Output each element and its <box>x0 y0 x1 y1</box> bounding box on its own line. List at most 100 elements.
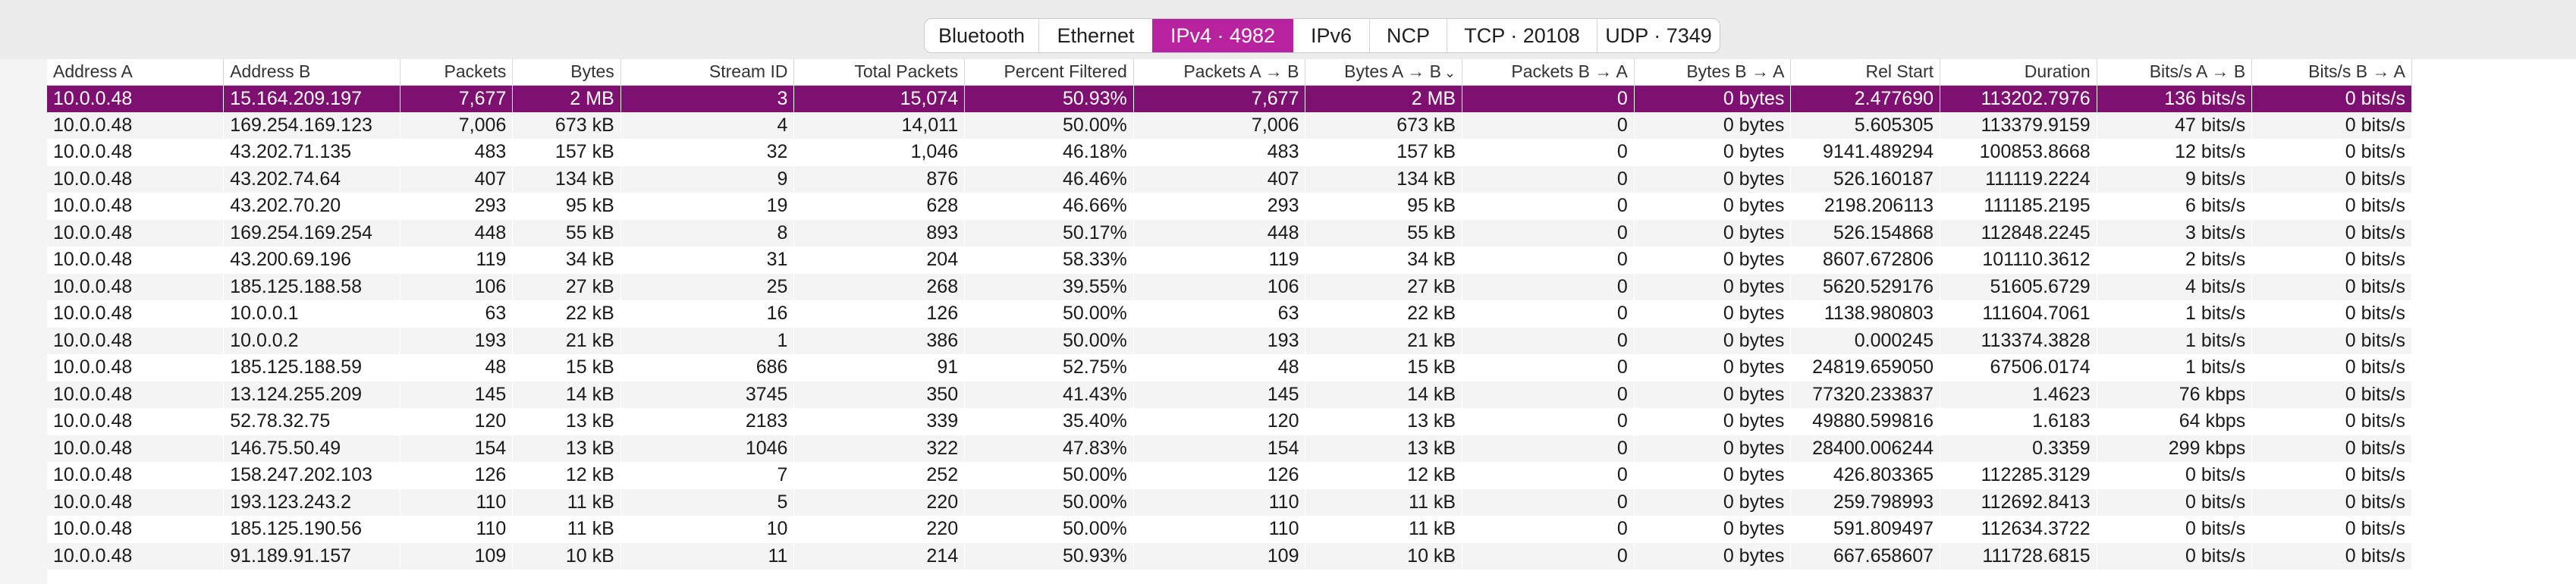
cell-bytes-a-b: 13 kB <box>1305 435 1462 462</box>
tab-bluetooth[interactable]: Bluetooth <box>938 24 1026 47</box>
cell-bytes-a-b: 21 kB <box>1305 327 1462 354</box>
table-row[interactable]: 10.0.0.48 43.202.70.20 293 95 kB 19 628 46.66%… <box>47 193 2412 220</box>
table-row[interactable]: 10.0.0.48 43.202.74.64 407 134 kB 9 876 46.46%… <box>47 165 2412 193</box>
column-header-total-packets[interactable]: Total Packets <box>793 59 966 86</box>
cell-stream-id: 11 <box>620 542 794 570</box>
table-row[interactable]: 10.0.0.48 146.75.50.49 154 13 kB 1046 322 47.8… <box>47 435 2412 462</box>
cell-duration: 112285.3129 <box>1940 462 2097 489</box>
table-row[interactable]: 10.0.0.48 43.202.71.135 483 157 kB 32 1,046 46… <box>47 139 2412 166</box>
table-row[interactable]: 10.0.0.48 52.78.32.75 120 13 kB 2183 339 35.40… <box>47 408 2412 435</box>
table-row[interactable]: 10.0.0.48 91.189.91.157 109 10 kB 11 214 50.93… <box>47 542 2412 570</box>
cell-duration: 0.3359 <box>1940 435 2097 462</box>
cell-stream-id: 3745 <box>620 381 794 408</box>
cell-bytes: 11 kB <box>512 488 621 516</box>
column-header-label: Bytes B → A <box>1686 61 1785 82</box>
column-header-packets-b-a[interactable]: Packets B → A <box>1462 59 1635 86</box>
cell-address-b: 15.164.209.197 <box>223 85 401 112</box>
cell-packets: 193 <box>400 327 513 354</box>
cell-bits-per-s-a-b: 1 bits/s <box>2097 354 2252 381</box>
cell-bytes-b-a: 0 bytes <box>1634 139 1791 166</box>
cell-address-b: 91.189.91.157 <box>223 542 401 570</box>
cell-bytes-a-b: 11 kB <box>1305 488 1462 516</box>
table-row[interactable]: 10.0.0.48 158.247.202.103 126 12 kB 7 252 50.0… <box>47 462 2412 489</box>
cell-duration: 111119.2224 <box>1940 165 2097 193</box>
table-row[interactable]: 10.0.0.48 185.125.190.56 110 11 kB 10 220 50.0… <box>47 516 2412 543</box>
cell-bytes: 11 kB <box>512 516 621 543</box>
conversation-type-tabs: Bluetooth Ethernet IPv4 · 4982 IPv6 NCP TCP ·… <box>924 18 1720 53</box>
cell-rel-start: 9141.489294 <box>1790 139 1940 166</box>
tab-udp[interactable]: UDP · 7349 <box>1597 19 1720 52</box>
cell-bits-per-s-a-b: 136 bits/s <box>2097 85 2252 112</box>
cell-packets-a-b: 120 <box>1133 408 1305 435</box>
cell-total-packets: 1,046 <box>793 139 965 166</box>
cell-packets-b-a: 0 <box>1462 273 1635 300</box>
cell-bytes: 14 kB <box>512 381 621 408</box>
cell-packets: 154 <box>400 435 513 462</box>
cell-bits-per-s-a-b: 0 bits/s <box>2097 542 2252 570</box>
cell-percent-filtered: 50.00% <box>964 327 1134 354</box>
tab-ncp[interactable]: NCP <box>1369 19 1447 52</box>
column-header-bits-per-s-b-a[interactable]: Bits/s B → A <box>2251 59 2412 86</box>
cell-percent-filtered: 50.00% <box>964 516 1134 543</box>
cell-packets: 145 <box>400 381 513 408</box>
column-header-percent-filtered[interactable]: Percent Filtered <box>964 59 1134 86</box>
cell-bytes-b-a: 0 bytes <box>1634 435 1791 462</box>
table-row[interactable]: 10.0.0.48 10.0.0.1 63 22 kB 16 126 50.00% 63 22 … <box>47 300 2412 328</box>
cell-packets-a-b: 110 <box>1133 488 1305 516</box>
table-row[interactable]: 10.0.0.48 15.164.209.197 7,677 2 MB 3 15,074 5… <box>47 85 2412 112</box>
cell-percent-filtered: 58.33% <box>964 246 1134 274</box>
table-row[interactable]: 10.0.0.48 193.123.243.2 110 11 kB 5 220 50.00%… <box>47 488 2412 516</box>
cell-bytes-a-b: 95 kB <box>1305 193 1462 220</box>
cell-percent-filtered: 50.93% <box>964 542 1134 570</box>
cell-stream-id: 686 <box>620 354 794 381</box>
cell-duration: 1.6183 <box>1940 408 2097 435</box>
column-header-bytes-b-a[interactable]: Bytes B → A <box>1634 59 1792 86</box>
cell-packets: 110 <box>400 516 513 543</box>
tab-ipv6[interactable]: IPv6 <box>1310 24 1352 47</box>
cell-bytes-b-a: 0 bytes <box>1634 193 1791 220</box>
table-header-row: Address A Address B Packets Bytes Stream ID T… <box>47 59 2412 86</box>
tab-ethernet[interactable]: Ethernet <box>1038 19 1152 52</box>
table-row[interactable]: 10.0.0.48 169.254.169.254 448 55 kB 8 893 50.1… <box>47 219 2412 246</box>
cell-bits-per-s-a-b: 2 bits/s <box>2097 246 2252 274</box>
cell-bytes: 34 kB <box>512 246 621 274</box>
cell-duration: 112848.2245 <box>1940 219 2097 246</box>
cell-packets-b-a: 0 <box>1462 193 1635 220</box>
column-header-bytes[interactable]: Bytes <box>512 59 621 86</box>
cell-bytes-a-b: 14 kB <box>1305 381 1462 408</box>
table-row[interactable]: 10.0.0.48 13.124.255.209 145 14 kB 3745 350 41… <box>47 381 2412 408</box>
cell-bytes: 157 kB <box>512 139 621 166</box>
column-header-address-b[interactable]: Address B <box>223 59 401 86</box>
table-row[interactable]: 10.0.0.48 43.200.69.196 119 34 kB 31 204 58.33… <box>47 246 2412 274</box>
conversations-table-container[interactable]: Address A Address B Packets Bytes Stream ID T… <box>47 59 2576 584</box>
cell-bits-per-s-b-a: 0 bits/s <box>2251 516 2412 543</box>
column-header-duration[interactable]: Duration <box>1940 59 2097 86</box>
table-row[interactable]: 10.0.0.48 185.125.188.58 106 27 kB 25 268 39.5… <box>47 273 2412 300</box>
cell-address-b: 43.202.74.64 <box>223 165 401 193</box>
cell-bytes-a-b: 13 kB <box>1305 408 1462 435</box>
column-header-packets-a-b[interactable]: Packets A → B <box>1133 59 1306 86</box>
column-header-stream-id[interactable]: Stream ID <box>620 59 795 86</box>
column-header-address-a[interactable]: Address A <box>47 59 225 86</box>
cell-bits-per-s-a-b: 76 kbps <box>2097 381 2252 408</box>
tab-tcp[interactable]: TCP · 20108 <box>1447 19 1597 52</box>
column-header-bits-per-s-a-b[interactable]: Bits/s A → B <box>2097 59 2253 86</box>
cell-address-a: 10.0.0.48 <box>47 273 224 300</box>
column-header-packets[interactable]: Packets <box>400 59 514 86</box>
table-row[interactable]: 10.0.0.48 10.0.0.2 193 21 kB 1 386 50.00% 193 21… <box>47 327 2412 354</box>
column-header-rel-start[interactable]: Rel Start <box>1790 59 1941 86</box>
cell-address-a: 10.0.0.48 <box>47 327 224 354</box>
tab-ipv4[interactable]: IPv4 · 4982 <box>1152 19 1293 52</box>
table-row[interactable]: 10.0.0.48 169.254.169.123 7,006 673 kB 4 14,0… <box>47 111 2412 139</box>
cell-packets: 407 <box>400 165 513 193</box>
column-header-label: Bits/s A → B <box>2149 61 2246 82</box>
cell-address-a: 10.0.0.48 <box>47 462 224 489</box>
column-header-bytes-a-b[interactable]: Bytes A → B ⌄ <box>1305 59 1463 86</box>
left-gutter <box>0 59 47 584</box>
table-row[interactable]: 10.0.0.48 185.125.188.59 48 15 kB 686 91 52.75… <box>47 354 2412 381</box>
cell-duration: 111185.2195 <box>1940 193 2097 220</box>
cell-packets: 119 <box>400 246 513 274</box>
conversations-table: Address A Address B Packets Bytes Stream ID T… <box>47 59 2412 570</box>
cell-address-b: 185.125.188.58 <box>223 273 401 300</box>
cell-bytes-b-a: 0 bytes <box>1634 165 1791 193</box>
